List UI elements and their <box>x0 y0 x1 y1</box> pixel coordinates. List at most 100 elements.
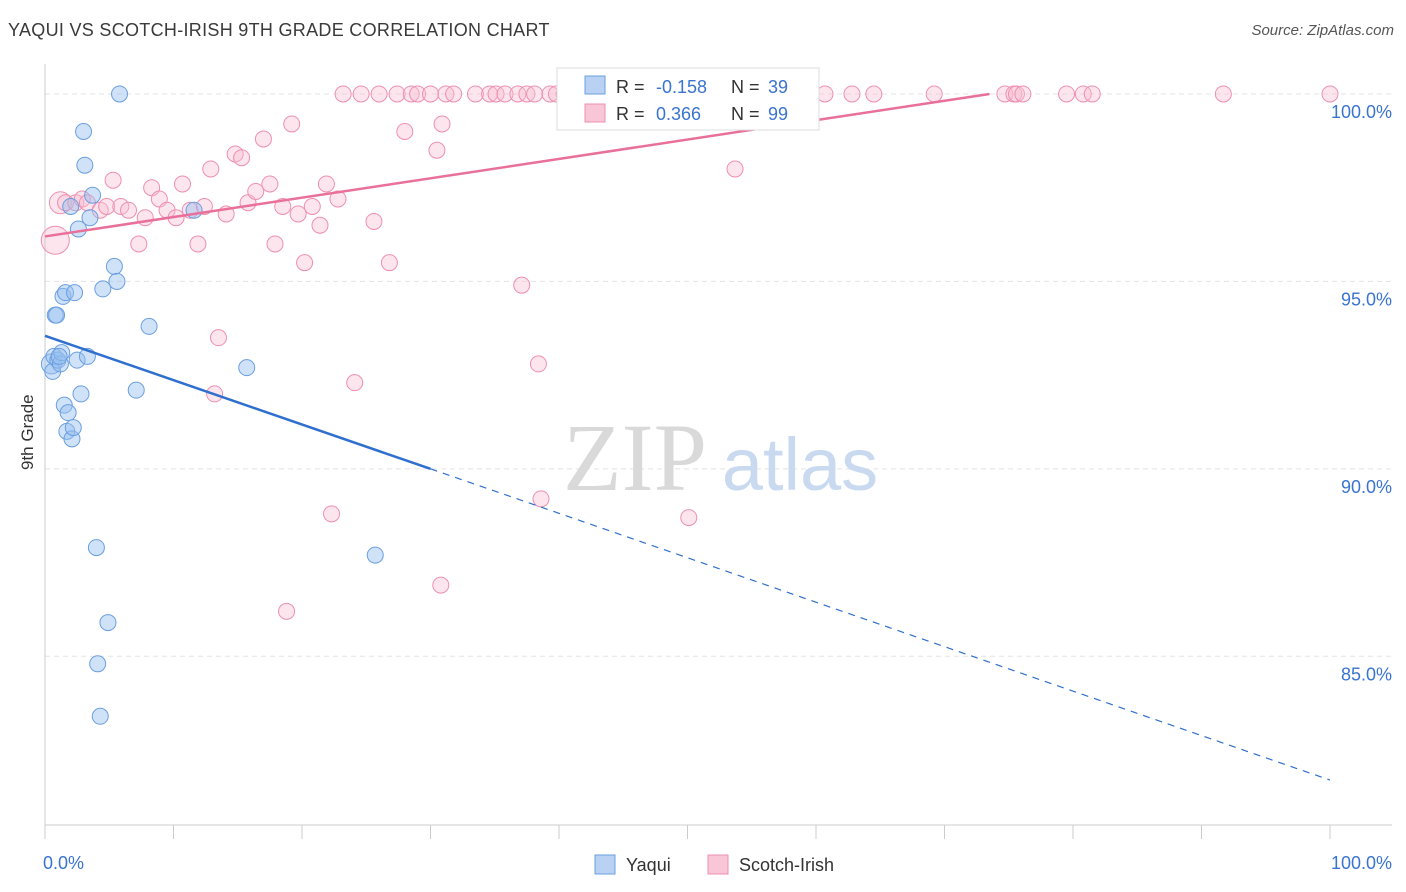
scotch-irish-point <box>303 197 321 215</box>
stats-r-label-yaqui: R = <box>616 77 645 97</box>
scotch-irish-point <box>189 235 207 253</box>
stats-legend: R = -0.158 N = 39 R = 0.366 N = 99 <box>556 67 820 131</box>
scotch-irish-point <box>445 85 463 103</box>
scotch-irish-point <box>289 205 307 223</box>
scotch-irish-point <box>104 171 122 189</box>
x-tick-labels: 0.0% 100.0% <box>43 853 1392 873</box>
yaqui-point <box>57 284 75 302</box>
scotch-irish-point <box>346 374 364 392</box>
scotch-irish-point <box>254 130 272 148</box>
yaqui-point <box>62 197 80 215</box>
scotch-irish-point <box>925 85 943 103</box>
scotch-irish-point <box>233 149 251 167</box>
scotch-irish-point <box>98 197 116 215</box>
yaqui-point <box>99 614 117 632</box>
legend-swatch-scotch <box>707 854 729 875</box>
yaqui-point <box>50 347 68 365</box>
stats-n-label-scotch: N = <box>731 104 760 124</box>
scotch-irish-trend-solid <box>44 92 990 238</box>
scotch-irish-point <box>532 490 550 508</box>
yaqui-point <box>127 381 145 399</box>
stats-r-label-scotch: R = <box>616 104 645 124</box>
stats-swatch-scotch <box>584 103 606 123</box>
y-tick-label: 100.0% <box>1331 102 1392 122</box>
yaqui-point <box>68 351 86 369</box>
trend-lines <box>44 92 1331 781</box>
scotch-irish-point <box>329 190 347 208</box>
scotch-irish-point <box>311 216 329 234</box>
y-tick-label: 90.0% <box>1341 477 1392 497</box>
yaqui-point <box>75 122 93 140</box>
scotch-irish-point <box>209 329 227 347</box>
yaqui-point <box>111 85 129 103</box>
scotch-irish-point <box>120 201 138 219</box>
yaqui-point <box>64 419 82 437</box>
yaqui-trend-dashed <box>430 468 1331 781</box>
scotch-irish-point <box>334 85 352 103</box>
yaqui-point <box>94 280 112 298</box>
scotch-irish-point <box>195 197 213 215</box>
yaqui-point <box>48 306 66 324</box>
legend-swatch-yaqui <box>594 854 616 875</box>
scotch-irish-point <box>48 191 72 215</box>
scotch-irish-point <box>726 160 744 178</box>
scotch-irish-point <box>266 235 284 253</box>
scotch-irish-point <box>278 602 296 620</box>
yaqui-point <box>89 655 107 673</box>
yaqui-point <box>140 317 158 335</box>
y-tick-labels: 85.0% 90.0% 95.0% 100.0% <box>1331 102 1392 684</box>
scotch-irish-point <box>370 85 388 103</box>
scotch-irish-point <box>352 85 370 103</box>
x-tick-label: 0.0% <box>43 853 84 873</box>
scotch-irish-point <box>481 85 499 103</box>
scotch-irish-point <box>513 276 531 294</box>
scotch-irish-point <box>428 141 446 159</box>
scotch-irish-point <box>365 212 383 230</box>
yaqui-point <box>59 404 77 422</box>
chart-title: YAQUI VS SCOTCH-IRISH 9TH GRADE CORRELAT… <box>8 20 550 40</box>
yaqui-point <box>105 257 123 275</box>
yaqui-point <box>366 546 384 564</box>
yaqui-point <box>72 385 90 403</box>
stats-n-value-yaqui: 39 <box>768 77 788 97</box>
scotch-irish-point <box>402 85 420 103</box>
scotch-irish-point <box>529 355 547 373</box>
stats-n-value-scotch: 99 <box>768 104 788 124</box>
scotch-irish-point <box>1083 85 1101 103</box>
legend-label-scotch: Scotch-Irish <box>739 855 834 875</box>
yaqui-point <box>84 186 102 204</box>
yaqui-point <box>76 156 94 174</box>
scotch-irish-point <box>487 85 505 103</box>
scotch-irish-point <box>380 254 398 272</box>
axes <box>44 64 1392 839</box>
scotch-irish-point <box>388 85 406 103</box>
yaqui-point <box>238 359 256 377</box>
scotch-irish-point <box>509 85 527 103</box>
scotch-irish-point <box>296 254 314 272</box>
scotch-irish-point <box>396 122 414 140</box>
legend-label-yaqui: Yaqui <box>626 855 671 875</box>
scotch-irish-point <box>130 235 148 253</box>
scotch-irish-point <box>409 85 427 103</box>
scotch-irish-point <box>1014 85 1032 103</box>
yaqui-point <box>108 272 126 290</box>
y-tick-label: 85.0% <box>1341 664 1392 684</box>
stats-r-value-yaqui: -0.158 <box>656 77 707 97</box>
scotch-irish-point <box>432 576 450 594</box>
yaqui-point <box>66 284 84 302</box>
stats-swatch-yaqui <box>584 75 606 95</box>
watermark: ZIP atlas <box>563 404 878 511</box>
stats-n-label-yaqui: N = <box>731 77 760 97</box>
scotch-irish-point <box>496 85 514 103</box>
scotch-irish-point <box>422 85 439 103</box>
y-tick-label: 95.0% <box>1341 289 1392 309</box>
watermark-atlas: atlas <box>722 423 878 506</box>
yaqui-trend-solid <box>44 334 431 471</box>
scotch-irish-point <box>680 509 698 527</box>
scotch-irish-point <box>843 85 861 103</box>
scotch-irish-point <box>1321 85 1339 103</box>
scotch-irish-point <box>323 505 341 523</box>
scotch-irish-point <box>1214 85 1232 103</box>
scotch-irish-point <box>466 85 484 103</box>
